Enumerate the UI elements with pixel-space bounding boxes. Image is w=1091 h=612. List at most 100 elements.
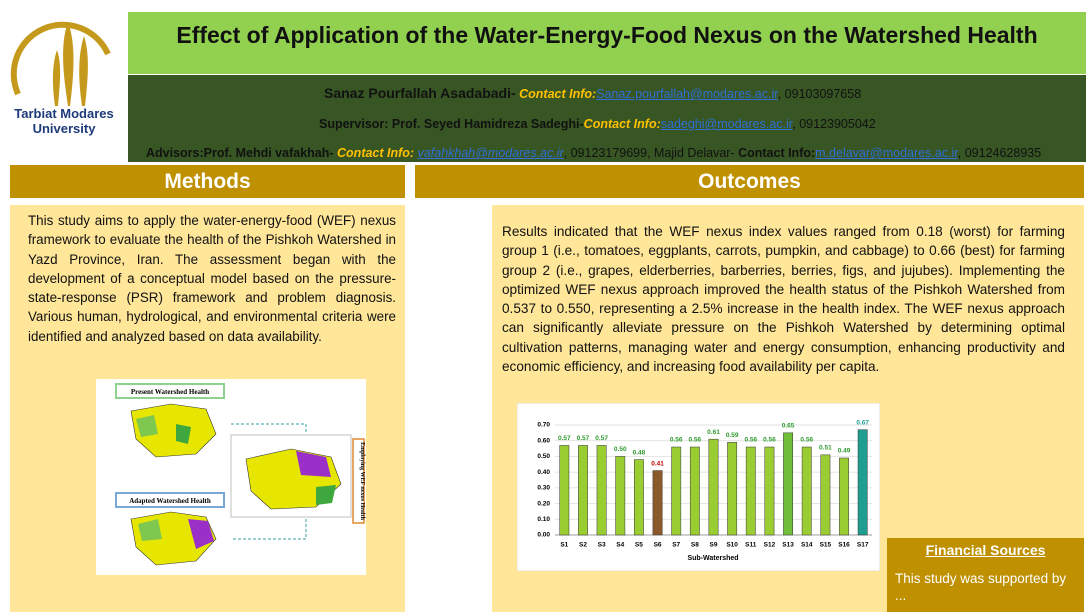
poster-title: Effect of Application of the Water-Energ…: [176, 21, 1038, 48]
value-label: 0.57: [595, 435, 608, 442]
bar: [857, 429, 868, 536]
phone: , 09103097658: [777, 87, 862, 101]
outcomes-text: Results indicated that the WEF nexus ind…: [502, 224, 1065, 375]
x-tick-label: S16: [838, 542, 850, 549]
map-zone: [136, 415, 158, 437]
contact-label: Contact Info:: [515, 87, 597, 101]
phone: , 09124628935: [957, 146, 1042, 160]
logo: Tarbiat Modares University: [10, 21, 114, 136]
financial-box: Financial Sources This study was support…: [887, 538, 1084, 612]
email[interactable]: vafahkhah@modares.ac.ir: [417, 146, 564, 160]
value-label: 0.56: [800, 437, 813, 444]
x-tick-label: S17: [857, 542, 869, 549]
map-zone: [296, 451, 331, 477]
x-tick-label: S8: [691, 542, 699, 549]
map-zone: [316, 485, 336, 505]
y-tick-label: 0.20: [537, 500, 550, 507]
x-tick-label: S7: [672, 542, 680, 549]
bar: [689, 446, 700, 536]
heading-text: Outcomes: [698, 169, 801, 193]
email[interactable]: m.delavar@modares.ac.ir: [815, 146, 958, 160]
advisors-line: Advisors:Prof. Mehdi vafakhah- Contact I…: [146, 146, 1041, 160]
y-tick-label: 0.00: [537, 532, 550, 539]
methods-figure: Present Watershed Health Adapted Watersh…: [96, 379, 366, 575]
x-tick-label: S12: [764, 542, 776, 549]
value-label: 0.56: [763, 437, 776, 444]
bar: [839, 457, 849, 536]
value-label: 0.59: [726, 432, 739, 439]
title-bar: Effect of Application of the Water-Energ…: [128, 12, 1086, 74]
methods-heading: Methods: [10, 165, 405, 198]
bar: [634, 459, 644, 536]
logo-tree: [63, 22, 74, 106]
contact-label: Contact Info:: [734, 146, 816, 160]
y-tick-label: 0.70: [537, 422, 550, 429]
outcomes-heading: Outcomes: [415, 165, 1084, 198]
info-band: Sanaz Pourfallah Asadabadi- Contact Info…: [128, 75, 1086, 162]
author-name: Sanaz Pourfallah Asadabadi-: [324, 85, 516, 101]
y-tick-label: 0.30: [537, 485, 550, 492]
value-label: 0.57: [577, 435, 590, 442]
x-tick-label: S15: [820, 542, 832, 549]
logo-arc: [10, 21, 111, 96]
y-tick-label: 0.40: [537, 469, 550, 476]
x-tick-label: S11: [745, 542, 757, 549]
figure-box: [115, 383, 225, 399]
logo-tree: [79, 36, 88, 106]
bar: [671, 446, 682, 536]
arrow: [231, 423, 307, 434]
map-zone: [138, 519, 162, 541]
bar: [801, 446, 812, 536]
bar: [745, 446, 756, 536]
x-tick-label: S2: [579, 542, 587, 549]
email[interactable]: sadeghi@modares.ac.ir: [660, 117, 793, 131]
bar: [820, 454, 831, 536]
methods-text: This study aims to apply the water-energ…: [28, 213, 396, 344]
value-label: 0.61: [707, 429, 720, 436]
arrow: [231, 519, 307, 540]
x-tick-label: S14: [801, 542, 813, 549]
value-label: 0.41: [651, 460, 664, 467]
heading-text: Methods: [164, 169, 251, 193]
bar: [727, 442, 738, 536]
university-name: University: [33, 121, 97, 136]
financial-heading: Financial Sources: [925, 542, 1046, 558]
value-label: 0.56: [689, 437, 702, 444]
value-label: 0.51: [819, 445, 832, 452]
y-tick-label: 0.50: [537, 453, 550, 460]
contact-label: Contact Info:: [583, 117, 661, 131]
bar: [596, 445, 607, 536]
x-tick-label: S13: [782, 542, 794, 549]
x-tick-label: S9: [710, 542, 718, 549]
x-tick-label: S5: [635, 542, 643, 549]
value-label: 0.50: [614, 446, 627, 453]
x-tick-label: S1: [560, 542, 568, 549]
x-tick-label: S10: [726, 542, 738, 549]
contact-label: Contact Info:: [333, 146, 418, 160]
value-label: 0.65: [782, 423, 795, 430]
supervisor-name: Supervisor: Prof. Seyed Hamidreza Sadegh…: [319, 117, 584, 131]
x-tick-label: S6: [654, 542, 662, 549]
phone: , 09123905042: [792, 117, 876, 131]
bar: [708, 438, 719, 536]
value-label: 0.56: [744, 437, 757, 444]
supervisor-line: Supervisor: Prof. Seyed Hamidreza Sadegh…: [319, 117, 876, 131]
email[interactable]: Sanaz.pourfallah@modares.ac.ir: [596, 87, 778, 101]
value-label: 0.48: [633, 449, 646, 456]
author-line: Sanaz Pourfallah Asadabadi- Contact Info…: [324, 85, 861, 101]
figure-box: [115, 492, 225, 508]
x-tick-label: S3: [598, 542, 606, 549]
figure-label: Present Watershed Health: [131, 388, 209, 396]
bar: [559, 445, 570, 536]
financial-text: This study was supported by ...: [895, 571, 1067, 603]
figure-label: Employing WEF nexus Health: [359, 442, 365, 521]
map-zone: [188, 519, 214, 549]
value-label: 0.49: [838, 448, 851, 455]
advisors-middle: , 09123179699, Majid Delavar-: [563, 146, 735, 160]
value-label: 0.57: [558, 435, 571, 442]
advisors-name: Advisors:Prof. Mehdi vafakhah-: [146, 146, 334, 160]
bar: [783, 432, 794, 536]
methods-panel: This study aims to apply the water-energ…: [10, 205, 405, 612]
value-label: 0.67: [856, 419, 869, 426]
